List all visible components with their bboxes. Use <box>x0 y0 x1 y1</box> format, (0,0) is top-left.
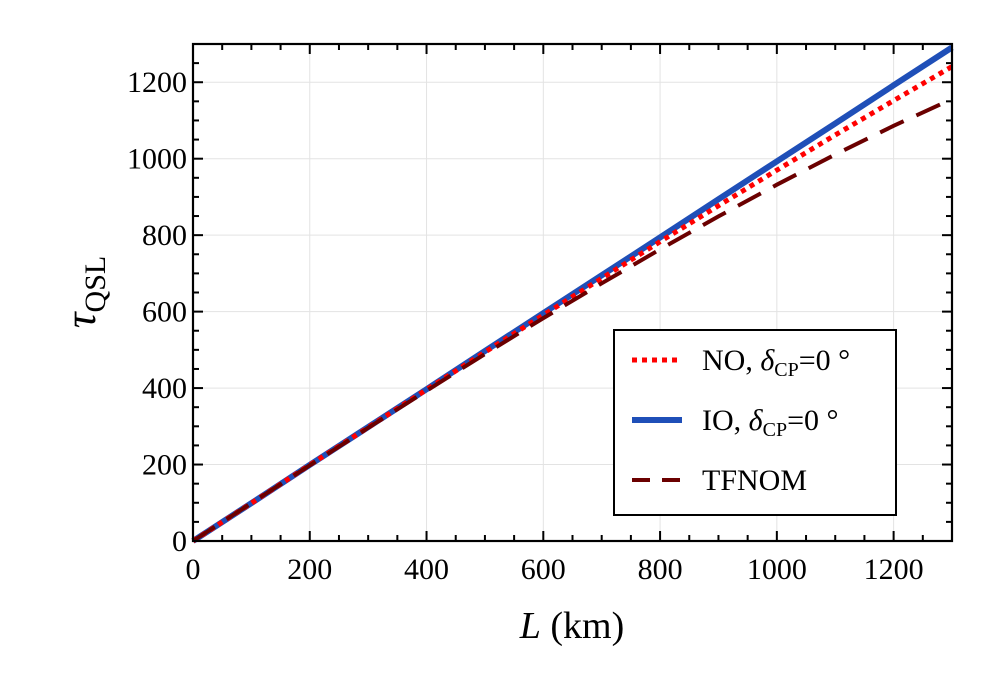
series-line-dotted <box>191 64 954 544</box>
x-tick-label: 1200 <box>864 553 924 586</box>
legend: NO, δCP=0 ° IO, δCP=0 ° TFNOM <box>613 329 897 516</box>
x-axis-label: L (km) <box>519 605 625 647</box>
y-tick-label: 1000 <box>127 143 187 176</box>
tick-labels: 0 200 400 600 800 1000 1200 0 200 400 600 800 1000 12… <box>127 66 924 586</box>
y-tick-label: 400 <box>142 372 187 405</box>
y-tick-label: 1200 <box>127 66 187 99</box>
series-lines <box>191 44 954 544</box>
x-tick-label: 0 <box>186 553 201 586</box>
x-tick-label: 200 <box>287 553 332 586</box>
legend-label: NO, δCP=0 ° <box>702 344 850 381</box>
y-tick-label: 800 <box>142 219 187 252</box>
ticks <box>192 43 953 542</box>
legend-label: TFNOM <box>702 464 807 497</box>
x-tick-label: 1000 <box>747 553 807 586</box>
y-tick-label: 600 <box>142 296 187 329</box>
x-tick-label: 800 <box>638 553 683 586</box>
y-tick-label: 200 <box>142 449 187 482</box>
x-tick-label: 600 <box>521 553 566 586</box>
legend-label: IO, δCP=0 ° <box>702 404 839 441</box>
x-tick-label: 400 <box>404 553 449 586</box>
y-axis-label: τQSL <box>56 256 112 328</box>
y-tick-label: 0 <box>172 525 187 558</box>
series-line-dashed <box>191 97 953 543</box>
